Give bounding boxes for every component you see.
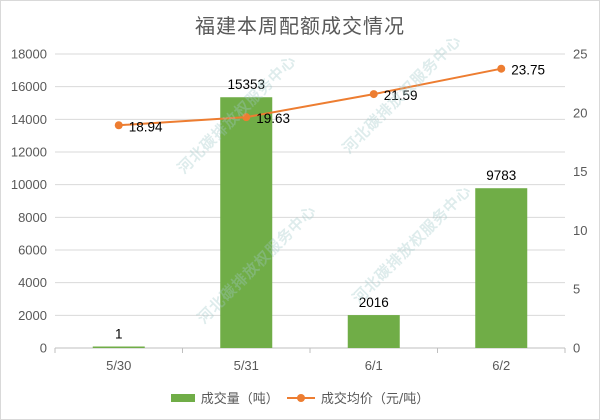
chart-title: 福建本周配额成交情况 <box>195 14 405 38</box>
y-left-tick-label: 0 <box>40 341 47 356</box>
y-left-tick-label: 8000 <box>18 210 47 225</box>
x-category-label: 6/2 <box>492 358 510 373</box>
bar-data-label: 2016 <box>359 295 389 310</box>
y-left-tick-label: 18000 <box>11 47 47 62</box>
bar-data-label: 15353 <box>227 77 265 92</box>
x-category-label: 5/30 <box>106 358 131 373</box>
legend-label-volume: 成交量（吨） <box>200 392 279 407</box>
line-data-label: 21.59 <box>384 88 418 103</box>
y-left-tick-label: 16000 <box>11 79 47 94</box>
y-right-tick-label: 0 <box>573 341 580 356</box>
line-data-label: 23.75 <box>511 63 545 78</box>
price-marker-6/1[interactable] <box>369 90 378 99</box>
y-right-tick-label: 20 <box>573 105 587 120</box>
y-left-tick-label: 2000 <box>18 308 47 323</box>
price-marker-6/2[interactable] <box>497 64 506 73</box>
y-left-tick-label: 4000 <box>18 275 47 290</box>
y-right-tick-label: 10 <box>573 223 587 238</box>
bar-swatch-icon <box>170 393 195 402</box>
legend-item-volume: 成交量（吨） <box>170 388 279 407</box>
bar-data-label: 9783 <box>486 168 516 183</box>
line-data-label: 18.94 <box>129 119 163 134</box>
y-right-tick-label: 25 <box>573 47 587 62</box>
y-left-tick-label: 6000 <box>18 243 47 258</box>
x-category-label: 6/1 <box>365 358 383 373</box>
price-marker-5/30[interactable] <box>114 121 123 130</box>
line-data-label: 19.63 <box>256 111 290 126</box>
y-left-tick-label: 10000 <box>11 177 47 192</box>
y-right-tick-label: 5 <box>573 282 580 297</box>
price-line <box>118 67 502 127</box>
y-left-tick-label: 12000 <box>11 145 47 160</box>
legend-label-price: 成交均价（元/吨） <box>320 392 430 407</box>
line-marker-swatch-icon <box>286 392 315 404</box>
bar-5/30[interactable] <box>92 346 145 349</box>
bar-5/31[interactable] <box>220 97 273 348</box>
chart-legend: 成交量（吨） 成交均价（元/吨） <box>0 388 600 407</box>
y-left-tick-label: 14000 <box>11 112 47 127</box>
bar-6/2[interactable] <box>475 188 528 348</box>
price-marker-5/31[interactable] <box>242 113 251 122</box>
x-category-label: 5/31 <box>234 358 259 373</box>
legend-item-price: 成交均价（元/吨） <box>286 388 430 407</box>
bar-6/1[interactable] <box>347 315 400 348</box>
y-right-tick-label: 15 <box>573 164 587 179</box>
bar-data-label: 1 <box>115 327 123 342</box>
